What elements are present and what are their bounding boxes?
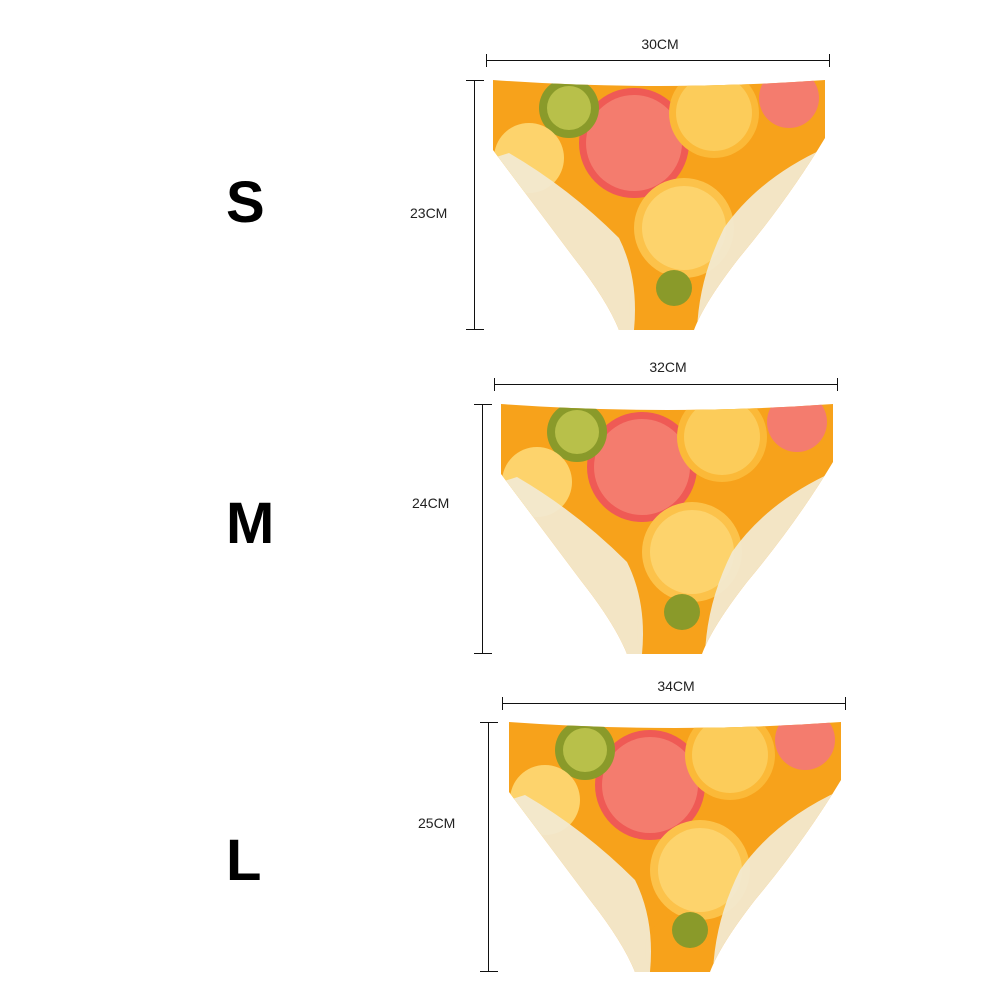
- width-label: 32CM: [649, 359, 687, 375]
- size-label: M: [226, 491, 275, 556]
- size-row-s: S 30CM 23CM: [0, 0, 1000, 340]
- width-label: 34CM: [657, 678, 695, 694]
- width-label: 30CM: [641, 36, 679, 52]
- width-rule: [502, 697, 846, 710]
- size-label: S: [226, 170, 265, 235]
- height-label: 24CM: [412, 495, 450, 511]
- size-label: L: [226, 828, 262, 893]
- size-row-m: M 32CM 24CM: [0, 340, 1000, 670]
- height-rule: [474, 404, 492, 654]
- size-row-l: L 34CM 25CM: [0, 670, 1000, 1000]
- height-rule: [466, 80, 484, 330]
- width-rule: [494, 378, 838, 391]
- height-label: 23CM: [410, 205, 448, 221]
- fruit-print-brief-icon: [488, 78, 830, 332]
- width-rule: [486, 54, 830, 67]
- height-label: 25CM: [418, 815, 456, 831]
- fruit-print-brief-icon: [496, 402, 838, 656]
- fruit-print-brief-icon: [504, 720, 846, 974]
- height-rule: [480, 722, 498, 972]
